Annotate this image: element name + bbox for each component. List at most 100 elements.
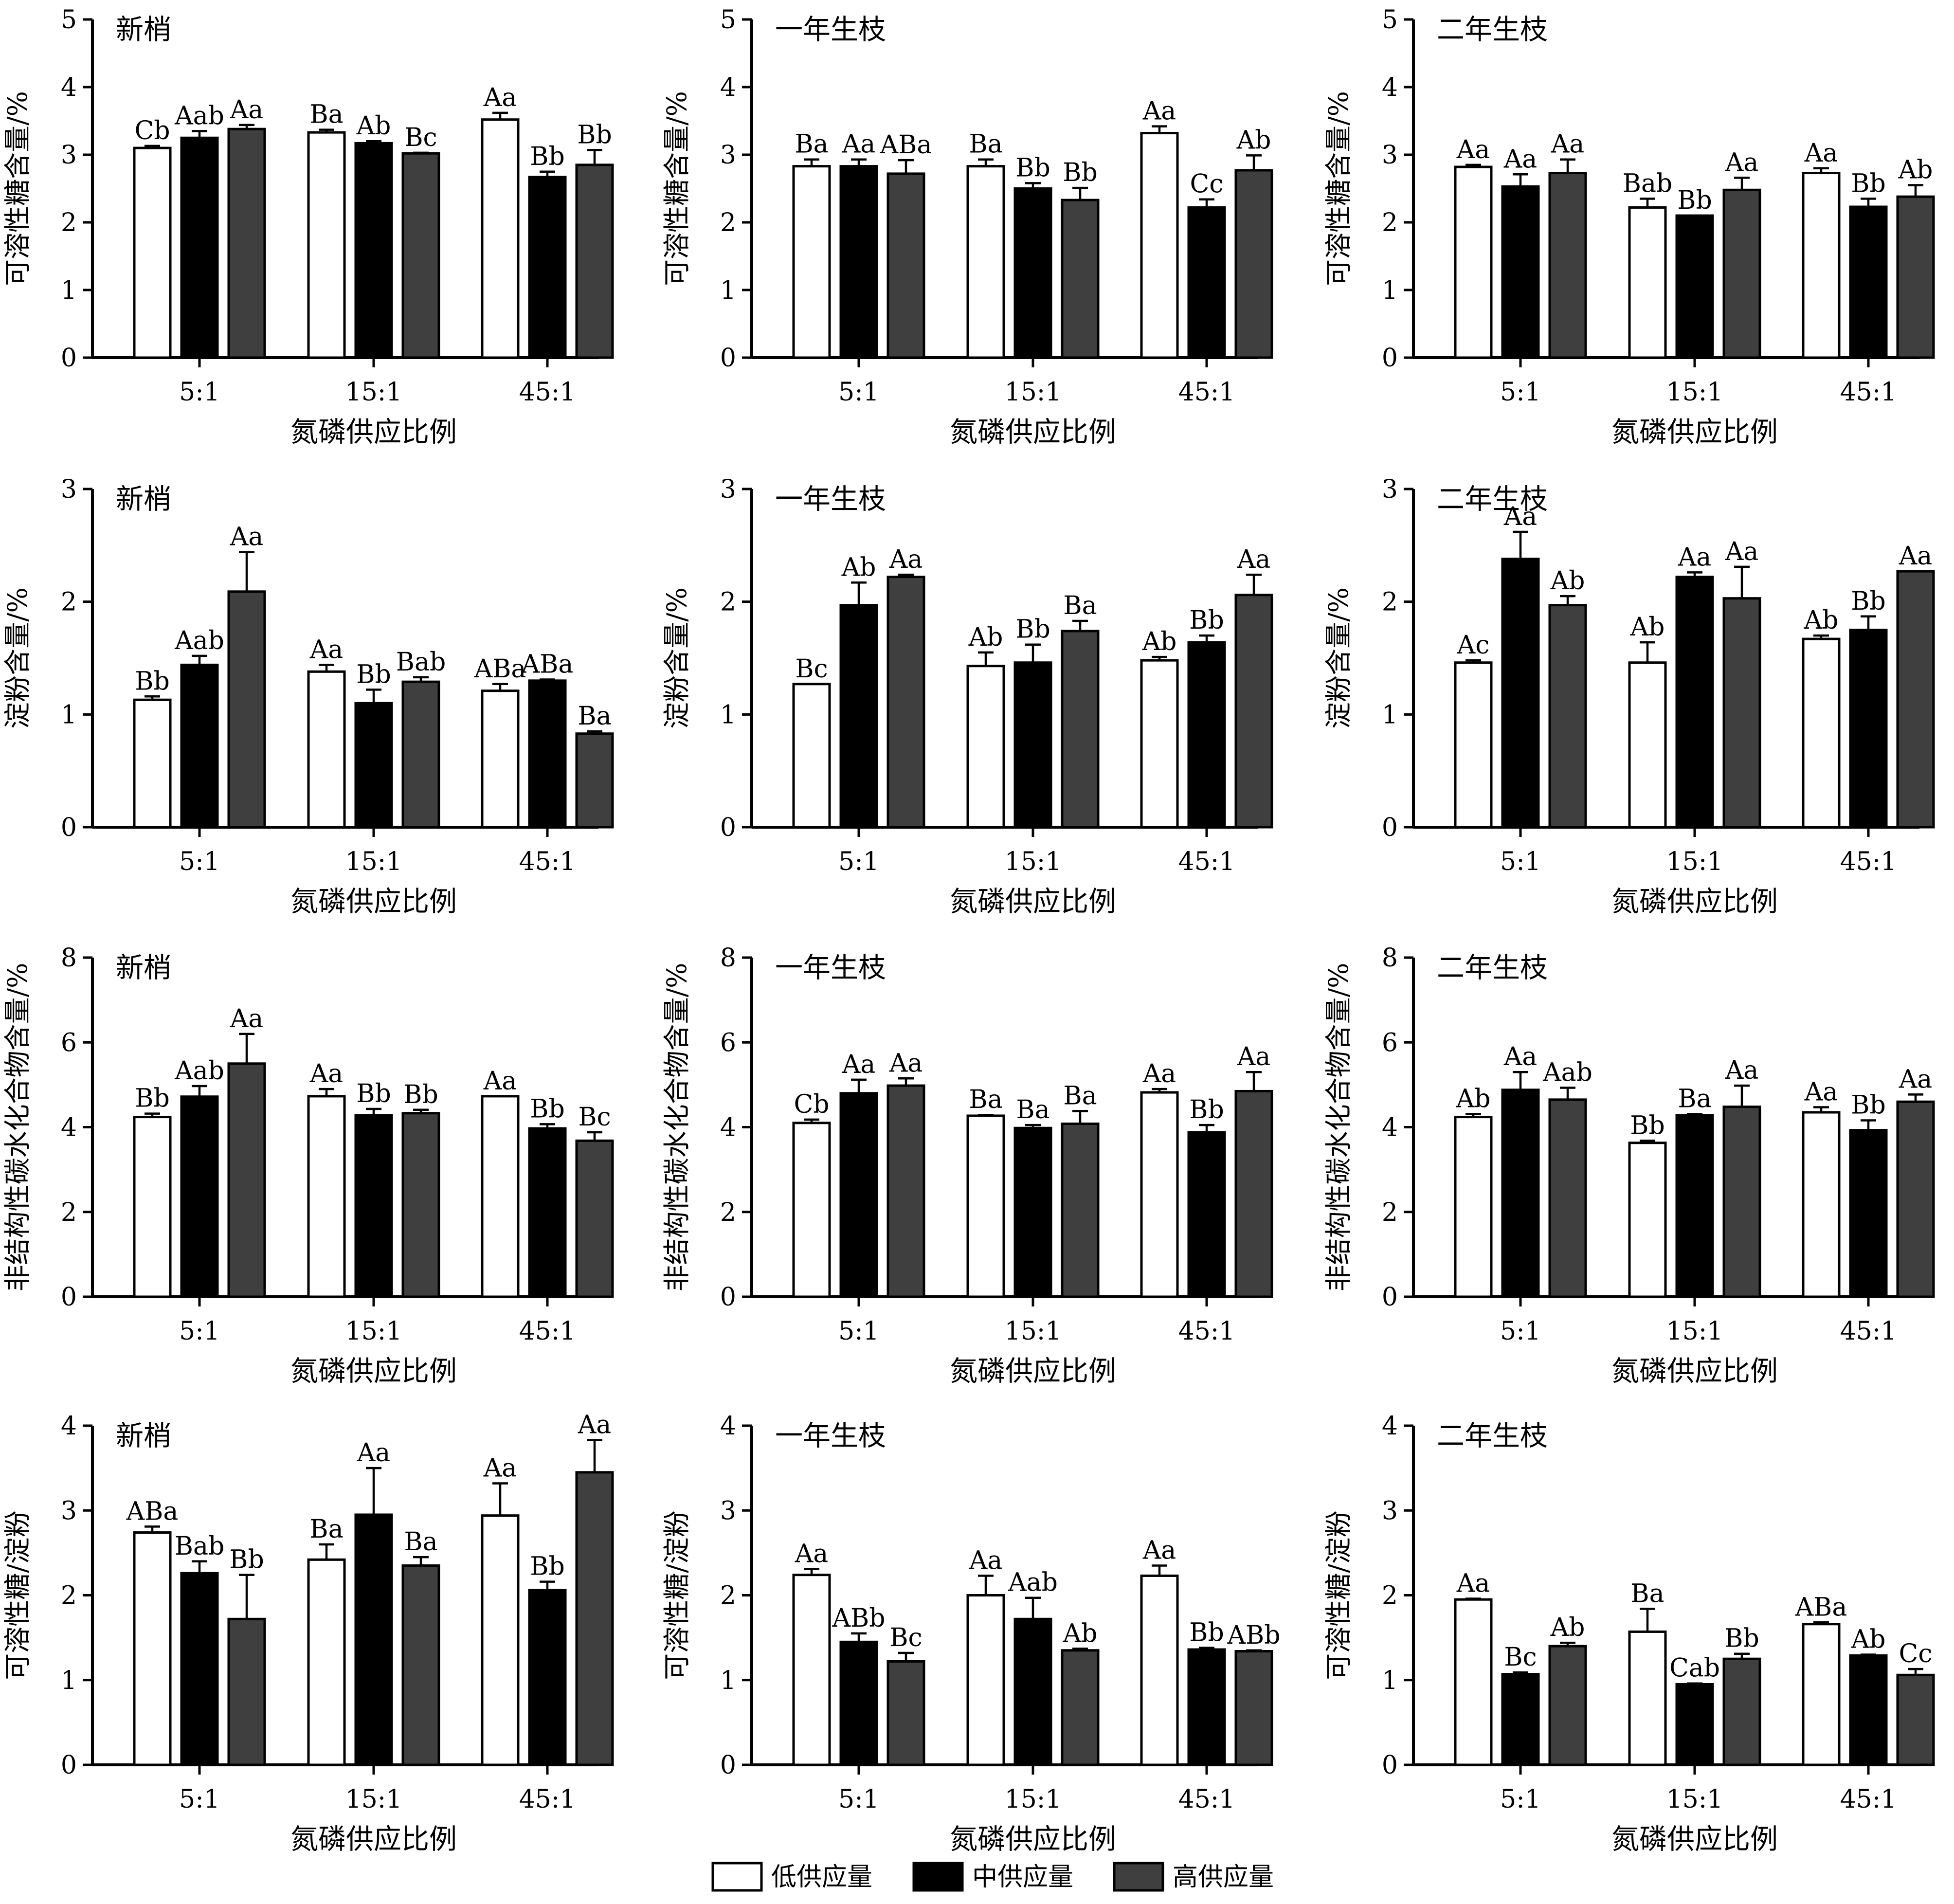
panel-1-3: 0 1 2 3 4 5 5:1 15:1 45:1 氮磷供应比例 可溶性糖含量/% 二年生枝 Aa Bab… <box>1323 5 1935 448</box>
y-tick-label: 2 <box>1382 1198 1398 1227</box>
bar <box>1454 165 1493 359</box>
bar-label: Ba <box>969 130 1002 159</box>
bar <box>1187 1648 1226 1766</box>
x-tick-label: 5:1 <box>838 378 879 407</box>
y-tick-label: 0 <box>1382 344 1398 373</box>
bar-label: Aa <box>1503 145 1538 174</box>
bar-label: Aa <box>1503 1042 1538 1071</box>
bar-label: Bab <box>396 648 446 677</box>
bar <box>1628 661 1667 829</box>
y-axis-label: 非结构性碳水化合物含量/% <box>2 963 33 1292</box>
bar-label: Bc <box>889 1623 922 1652</box>
bar-label: Ba <box>309 100 343 129</box>
bar <box>1722 1106 1761 1298</box>
bar-label: Aab <box>174 626 224 655</box>
bar-label: ABa <box>521 650 574 679</box>
bar <box>1675 214 1714 359</box>
bar-label: Bb <box>1851 1091 1886 1120</box>
x-axis-label: 氮磷供应比例 <box>950 886 1116 918</box>
bar <box>839 604 878 829</box>
bar-label: Aa <box>889 545 923 574</box>
bar-label: Aa <box>230 95 264 125</box>
bar <box>1234 1089 1273 1298</box>
bar <box>180 136 219 359</box>
bar <box>354 142 393 359</box>
bar-label: Ab <box>968 623 1003 652</box>
y-tick-label: 4 <box>720 73 736 102</box>
y-axis-label: 可溶性糖/淀粉 <box>2 1510 33 1680</box>
bar <box>354 702 393 829</box>
x-tick-label: 5:1 <box>179 847 220 876</box>
bar <box>528 1589 567 1766</box>
bar-label: Aab <box>1008 1568 1058 1597</box>
bar <box>1722 188 1761 359</box>
bar <box>1501 558 1540 829</box>
bar-label: Cc <box>1899 1639 1933 1668</box>
bar-label: Aab <box>174 1056 224 1086</box>
bar <box>1061 630 1100 829</box>
bar-label: Cb <box>134 116 170 145</box>
y-tick-label: 4 <box>1382 1113 1398 1142</box>
bar-label: Bb <box>403 1080 438 1109</box>
x-axis-label: 氮磷供应比例 <box>950 1823 1116 1855</box>
x-tick-label: 5:1 <box>1500 378 1541 407</box>
bar <box>839 1640 878 1766</box>
bar-label: Aa <box>357 1438 391 1468</box>
bar <box>1675 576 1714 829</box>
panel-3-3: 0 2 4 6 8 5:1 15:1 45:1 氮磷供应比例 非结构性碳水化合物含量/% 二年生枝 A… <box>1323 943 1935 1387</box>
bar <box>575 1471 614 1766</box>
bar-label: Aa <box>309 1059 344 1088</box>
y-tick-label: 0 <box>1382 813 1398 842</box>
bar <box>1849 1654 1888 1766</box>
x-axis-label: 氮磷供应比例 <box>1611 1355 1778 1387</box>
x-axis-label: 氮磷供应比例 <box>1611 1823 1778 1855</box>
bar-label: Aa <box>1142 97 1176 126</box>
bar-label: Bb <box>1015 615 1050 644</box>
bar-label: Ab <box>1550 566 1585 596</box>
bar <box>792 1122 831 1298</box>
x-tick-label: 45:1 <box>1178 1317 1235 1346</box>
bar-label: Ba <box>1063 1081 1097 1110</box>
y-axis-label: 可溶性糖含量/% <box>661 91 692 286</box>
y-axis-label: 淀粉含量/% <box>661 587 692 729</box>
x-tick-label: 5:1 <box>179 1317 220 1346</box>
bar-label: ABa <box>1795 1593 1847 1622</box>
bar <box>1140 659 1179 829</box>
bar <box>1548 172 1587 359</box>
y-tick-label: 2 <box>1382 1581 1398 1611</box>
bar <box>1013 1126 1052 1298</box>
bar <box>1896 570 1935 829</box>
bar <box>528 1127 567 1298</box>
x-tick-label: 45:1 <box>1840 1785 1897 1814</box>
bar-label: Cc <box>1190 170 1224 199</box>
bar-label: Aa <box>1725 1056 1759 1085</box>
legend-label: 高供应量 <box>1173 1863 1274 1892</box>
bar-label: Aa <box>483 1067 517 1096</box>
y-tick-label: 3 <box>720 1496 736 1525</box>
y-tick-label: 2 <box>61 1198 77 1227</box>
panel-title: 一年生枝 <box>775 483 886 515</box>
bar-label: Aa <box>1456 135 1490 164</box>
bar-label: Ab <box>1630 613 1665 642</box>
x-axis-label: 氮磷供应比例 <box>950 416 1116 448</box>
bar <box>1454 1116 1493 1298</box>
y-tick-label: 2 <box>61 1581 77 1611</box>
bar-label: Ba <box>404 1527 437 1557</box>
bar-label: Bb <box>1189 606 1224 635</box>
x-tick-label: 15:1 <box>345 1785 402 1814</box>
bar <box>481 689 520 829</box>
y-tick-label: 6 <box>61 1028 77 1057</box>
y-tick-label: 0 <box>61 344 77 373</box>
bar-label: Bb <box>1724 1624 1759 1653</box>
legend-swatch <box>1113 1862 1164 1892</box>
bar <box>401 680 440 829</box>
panel-1-2: 0 1 2 3 4 5 5:1 15:1 45:1 氮磷供应比例 可溶性糖含量/% 一年生枝 Ba Ba A… <box>661 5 1273 448</box>
bar-label: Bb <box>356 1079 391 1108</box>
x-tick-label: 15:1 <box>345 1317 402 1346</box>
bar <box>1675 1114 1714 1298</box>
bar <box>133 1116 172 1298</box>
bar-label: Bab <box>175 1532 225 1561</box>
bar <box>133 1531 172 1766</box>
